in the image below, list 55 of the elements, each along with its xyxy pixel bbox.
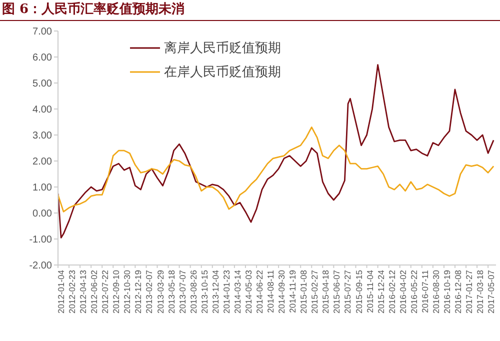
line-series bbox=[58, 126, 494, 212]
y-tick-label: -1.00 bbox=[29, 234, 52, 246]
x-tick-label: 2014-06-22 bbox=[254, 270, 265, 314]
x-tick-label: 2014-08-11 bbox=[266, 270, 276, 313]
x-tick-label: 2015-02-27 bbox=[310, 270, 320, 314]
x-tick-label: 2013-03-29 bbox=[155, 270, 166, 314]
x-tick-label: 2016-10-19 bbox=[442, 270, 452, 314]
x-tick-label: 2015-11-04 bbox=[364, 270, 375, 313]
x-tick-label: 2012-10-30 bbox=[122, 270, 132, 314]
x-tick-label: 2012-12-19 bbox=[133, 270, 144, 314]
x-tick-label: 2012-04-13 bbox=[78, 270, 88, 314]
x-tick-label: 2012-01-04 bbox=[56, 270, 66, 314]
x-tick-label: 2016-04-02 bbox=[398, 270, 408, 314]
x-tick-label: 2012-07-22 bbox=[100, 270, 110, 314]
x-tick-label: 2015-07-27 bbox=[342, 270, 353, 314]
x-tick-label: 2012-02-23 bbox=[67, 270, 78, 314]
x-tick-label: 2015-12-24 bbox=[376, 270, 386, 314]
x-tick-label: 2013-05-18 bbox=[166, 270, 176, 314]
x-tick-label: 2013-10-15 bbox=[199, 270, 210, 314]
x-tick-label: 2013-08-26 bbox=[188, 270, 198, 314]
x-tick-label: 2014-03-14 bbox=[232, 270, 242, 314]
y-tick-label: 6.00 bbox=[32, 52, 52, 64]
x-tick-label: 2012-09-10 bbox=[111, 270, 122, 314]
x-tick-label: 2014-01-23 bbox=[221, 270, 232, 314]
x-tick-label: 2012-06-02 bbox=[89, 270, 100, 314]
x-tick-label: 2016-07-11 bbox=[420, 270, 430, 313]
y-tick-label: 2.00 bbox=[32, 156, 52, 168]
legend-label: 在岸人民币贬值预期 bbox=[164, 63, 281, 81]
x-tick-label: 2015-06-07 bbox=[332, 270, 342, 314]
x-tick-label: 2014-11-19 bbox=[288, 270, 298, 313]
x-tick-label: 2013-07-07 bbox=[177, 270, 188, 314]
y-tick-label: -2.00 bbox=[29, 260, 52, 272]
x-tick-label: 2016-12-08 bbox=[453, 270, 464, 314]
y-tick-label: 5.00 bbox=[32, 78, 52, 90]
legend-label: 离岸人民币贬值预期 bbox=[164, 39, 281, 57]
x-tick-label: 2014-05-03 bbox=[243, 270, 254, 314]
y-tick-label: 7.00 bbox=[32, 26, 52, 38]
x-tick-label: 2016-02-12 bbox=[386, 270, 397, 314]
x-tick-label: 2015-01-08 bbox=[298, 270, 309, 314]
x-tick-label: 2014-09-30 bbox=[276, 270, 287, 314]
x-tick-label: 2017-01-27 bbox=[464, 270, 474, 314]
x-tick-label: 2017-05-07 bbox=[486, 270, 496, 314]
x-tick-label: 2016-05-22 bbox=[408, 270, 419, 314]
x-tick-label: 2015-09-15 bbox=[354, 270, 364, 314]
x-tick-label: 2013-12-04 bbox=[210, 270, 220, 314]
x-tick-label: 2015-04-18 bbox=[320, 270, 331, 314]
line-series bbox=[58, 64, 494, 238]
y-tick-label: 0.00 bbox=[32, 208, 52, 220]
x-tick-label: 2016-08-30 bbox=[430, 270, 441, 314]
x-tick-label: 2017-03-18 bbox=[475, 270, 486, 314]
y-tick-label: 3.00 bbox=[32, 130, 52, 142]
y-tick-label: 1.00 bbox=[32, 182, 52, 194]
chart-title: 图 6：人民币汇率贬值预期未消 bbox=[0, 0, 500, 21]
x-tick-label: 2013-02-07 bbox=[144, 270, 154, 314]
y-tick-label: 4.00 bbox=[32, 104, 52, 116]
